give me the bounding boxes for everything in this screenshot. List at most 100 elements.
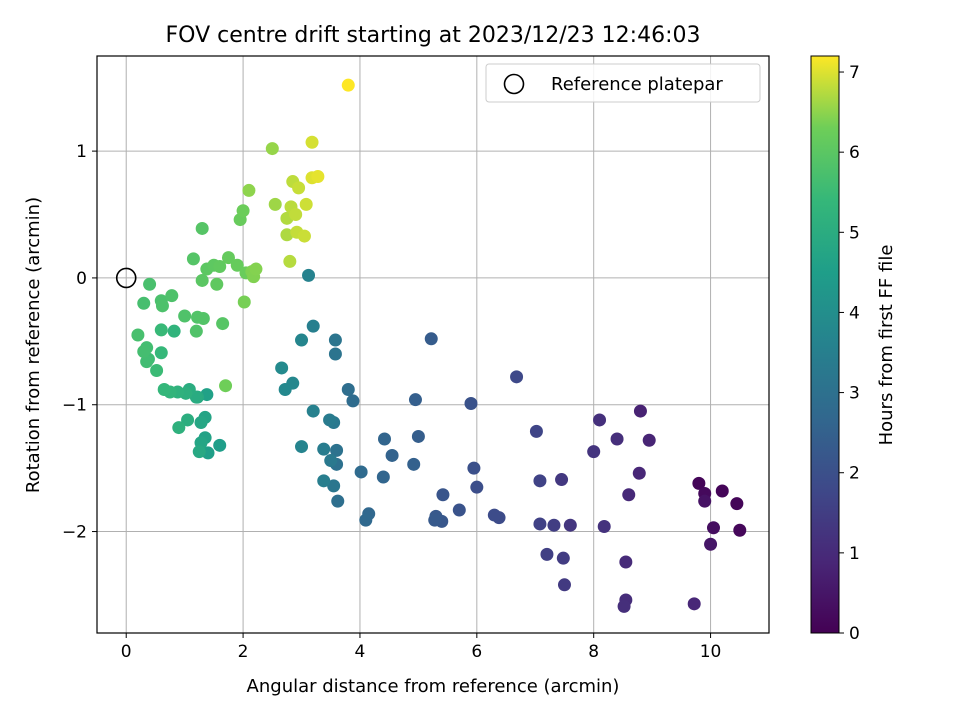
- scatter-point: [706, 521, 720, 535]
- scatter-point: [529, 424, 543, 438]
- scatter-point: [557, 578, 571, 592]
- scatter-point: [230, 258, 244, 272]
- scatter-point: [165, 289, 179, 303]
- scatter-point: [619, 555, 633, 569]
- scatter-point: [137, 296, 151, 310]
- scatter-point: [306, 319, 320, 333]
- y-tick-label: 0: [76, 269, 87, 289]
- colorbar-label: Hours from first FF file: [876, 245, 897, 446]
- scatter-point: [265, 142, 279, 156]
- scatter-point: [593, 413, 607, 427]
- colorbar-ticks: 0 1 2 3 4 5 6 7: [839, 63, 860, 644]
- scatter-point: [167, 324, 181, 338]
- colorbar-tick-label: 6: [849, 143, 860, 163]
- scatter-point: [698, 494, 712, 508]
- scatter-point: [407, 457, 421, 471]
- colorbar-tick-label: 3: [849, 384, 860, 404]
- scatter-point: [487, 508, 501, 522]
- colorbar-tick-label: 4: [849, 303, 860, 323]
- scatter-point: [452, 503, 466, 517]
- colorbar-tick-label: 1: [849, 544, 860, 564]
- y-tick-label: −2: [62, 523, 87, 543]
- scatter-point: [280, 228, 294, 242]
- legend-label: Reference platepar: [551, 74, 723, 95]
- scatter-point: [617, 599, 631, 613]
- colorbar-tick-label: 0: [849, 624, 860, 644]
- scatter-point: [154, 323, 168, 337]
- scatter-point: [157, 383, 171, 397]
- scatter-point: [143, 277, 157, 291]
- scatter-point: [306, 404, 320, 418]
- scatter-point: [154, 346, 168, 360]
- scatter-point: [192, 445, 206, 459]
- scatter-point: [341, 78, 355, 92]
- scatter-point: [555, 473, 569, 487]
- scatter-point: [331, 494, 345, 508]
- scatter-point: [186, 252, 200, 266]
- scatter-point: [275, 361, 289, 375]
- scatter-point: [305, 135, 319, 149]
- x-tick-label: 8: [588, 642, 599, 662]
- scatter-point: [283, 254, 297, 268]
- scatter-point: [140, 355, 154, 369]
- scatter-point: [299, 197, 313, 211]
- scatter-point: [587, 445, 601, 459]
- x-tick-label: 10: [700, 642, 722, 662]
- scatter-point: [195, 221, 209, 235]
- colorbar-tick-label: 7: [849, 63, 860, 83]
- scatter-point: [692, 476, 706, 490]
- scatter-point: [330, 443, 344, 457]
- scatter-point: [467, 461, 481, 475]
- scatter-point: [354, 465, 368, 479]
- scatter-point: [622, 488, 636, 502]
- scatter-point: [213, 260, 227, 274]
- x-tick-label: 4: [355, 642, 366, 662]
- y-axis-label: Rotation from reference (arcmin): [23, 197, 44, 493]
- scatter-point: [189, 324, 203, 338]
- scatter-point: [704, 537, 718, 551]
- scatter-point: [428, 513, 442, 527]
- scatter-point: [563, 518, 577, 532]
- scatter-point: [547, 518, 561, 532]
- scatter-point: [237, 295, 251, 309]
- scatter-point: [411, 429, 425, 443]
- scatter-point: [194, 415, 208, 429]
- legend-reference-marker: [503, 73, 525, 95]
- scatter-point: [730, 497, 744, 511]
- scatter-point: [533, 474, 547, 488]
- scatter-point: [328, 333, 342, 347]
- y-tick-label: 1: [76, 142, 87, 162]
- scatter-point: [610, 432, 624, 446]
- scatter-point: [181, 413, 195, 427]
- scatter-point: [317, 474, 331, 488]
- plot-frame: [96, 55, 770, 634]
- scatter-point: [236, 204, 250, 218]
- colorbar-tick-label: 5: [849, 223, 860, 243]
- data-points: [131, 78, 747, 613]
- scatter-point: [219, 379, 233, 393]
- scatter-point: [178, 309, 192, 323]
- scatter-point: [295, 333, 309, 347]
- x-tick-label: 6: [471, 642, 482, 662]
- scatter-point: [137, 344, 151, 358]
- grid-lines: [97, 56, 769, 633]
- scatter-point: [210, 277, 224, 291]
- scatter-point: [150, 363, 164, 377]
- scatter-point: [221, 251, 235, 265]
- scatter-point: [632, 466, 646, 480]
- scatter-point: [359, 513, 373, 527]
- scatter-point: [408, 393, 422, 407]
- scatter-point: [195, 273, 209, 287]
- scatter-point: [633, 404, 647, 418]
- colorbar: [810, 55, 840, 634]
- reference-platepar-marker: [115, 267, 137, 289]
- scatter-point: [376, 470, 390, 484]
- scatter-point: [385, 448, 399, 462]
- scatter-point: [213, 438, 227, 452]
- scatter-point: [196, 312, 210, 326]
- scatter-point: [172, 421, 186, 435]
- legend-box: [485, 63, 761, 103]
- scatter-point: [216, 317, 230, 331]
